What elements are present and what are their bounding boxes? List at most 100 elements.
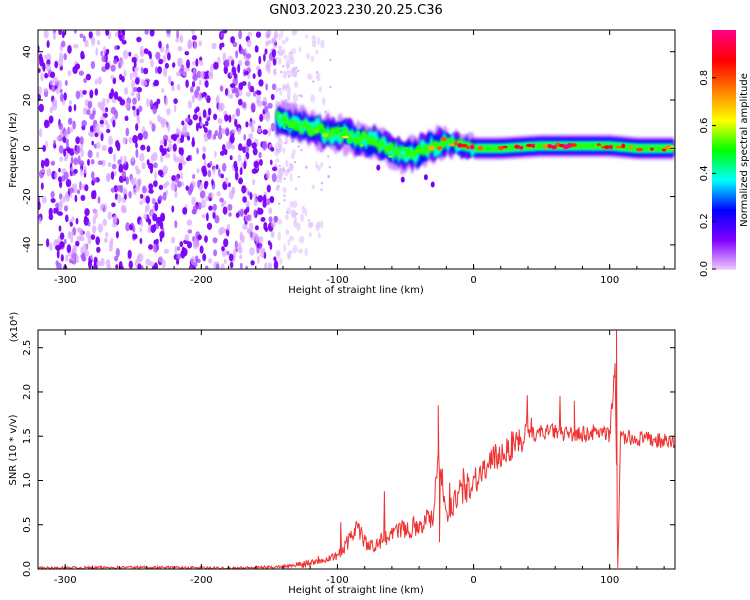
noise-blob — [268, 216, 273, 223]
noise-blob — [267, 262, 272, 269]
noise-blob — [173, 98, 178, 104]
noise-blob — [211, 42, 217, 50]
noise-blob — [132, 108, 137, 117]
noise-blob — [273, 68, 277, 76]
noise-blob — [256, 100, 263, 107]
colorbar-band — [712, 181, 736, 184]
noise-blob — [162, 165, 168, 175]
noise-blob — [277, 218, 283, 225]
noise-blob — [174, 220, 178, 229]
colorbar-band — [712, 139, 736, 143]
colorbar-band — [712, 51, 736, 55]
noise-blob — [196, 86, 201, 92]
noise-blob — [179, 154, 185, 163]
noise-blob — [141, 162, 146, 170]
noise-blob — [289, 200, 294, 208]
noise-blob — [230, 36, 236, 44]
ridge-peak — [449, 143, 455, 147]
noise-blob — [158, 184, 164, 191]
colorbar-band — [712, 233, 736, 236]
noise-blob — [68, 100, 72, 105]
noise-blob — [311, 184, 316, 189]
ridge-peak — [355, 131, 361, 136]
noise-blob — [189, 86, 194, 93]
colorbar-band — [712, 33, 736, 37]
noise-blob — [195, 106, 200, 112]
noise-dot — [300, 148, 303, 152]
noise-blob — [113, 153, 116, 163]
noise-blob — [175, 37, 179, 43]
ridge-peak — [416, 145, 422, 149]
noise-blob — [246, 39, 252, 48]
colorbar-band — [712, 253, 736, 256]
noise-blob — [192, 94, 196, 100]
noise-blob — [222, 144, 226, 152]
noise-blob — [206, 212, 209, 222]
ridge-peak — [282, 124, 286, 130]
noise-blob — [197, 234, 202, 241]
spectrogram-x-ticks: -300 -200 -100 0 100 — [37, 30, 665, 286]
noise-blob — [262, 194, 267, 203]
noise-blob — [285, 229, 290, 236]
noise-blob — [144, 30, 149, 35]
noise-blob — [176, 253, 181, 260]
noise-blob — [70, 250, 76, 255]
noise-blob — [124, 193, 127, 200]
noise-blob — [211, 179, 214, 186]
ridge-peak — [665, 145, 672, 150]
noise-blob — [43, 119, 50, 129]
noise-blob — [122, 30, 125, 38]
noise-blob — [171, 175, 176, 182]
noise-blob — [187, 155, 191, 161]
noise-blob — [46, 40, 50, 48]
noise-blob — [249, 247, 255, 256]
noise-blob — [259, 113, 264, 122]
colorbar-band — [712, 189, 736, 192]
noise-blob — [155, 51, 161, 60]
noise-blob — [73, 104, 77, 112]
noise-blob — [111, 163, 117, 170]
noise-blob — [202, 169, 208, 177]
noise-blob — [131, 80, 135, 90]
noise-blob — [171, 85, 176, 92]
noise-blob — [264, 105, 269, 114]
noise-blob — [300, 213, 304, 223]
colorbar-band — [712, 209, 736, 212]
noise-blob — [137, 263, 142, 269]
ridge-peak — [477, 146, 483, 151]
noise-blob — [181, 126, 188, 136]
noise-blob — [122, 35, 125, 41]
colorbar-band — [712, 149, 736, 153]
noise-blob — [61, 30, 65, 39]
colorbar-band — [712, 185, 736, 188]
noise-dot — [307, 219, 311, 222]
noise-blob — [204, 265, 209, 269]
noise-blob — [94, 132, 99, 138]
ridge-peak — [519, 145, 524, 150]
colorbar-band — [712, 37, 736, 41]
spectrogram-frame — [37, 29, 676, 270]
noise-blob — [149, 99, 153, 108]
noise-blob — [46, 168, 52, 177]
ridge-band — [276, 105, 674, 169]
noise-blob — [65, 254, 69, 262]
noise-blob — [191, 80, 196, 88]
ridge-peak — [307, 124, 311, 129]
noise-blob — [90, 61, 96, 69]
noise-blob — [92, 216, 96, 225]
noise-blob — [287, 239, 291, 246]
colorbar-band — [712, 133, 736, 137]
ridge-stray — [376, 164, 381, 171]
noise-blob — [140, 66, 144, 74]
noise-blob — [268, 207, 273, 215]
noise-blob — [110, 187, 116, 193]
ridge-peak — [413, 156, 417, 161]
noise-blob — [50, 191, 55, 198]
y-tick-label: 2.0 — [22, 384, 33, 400]
noise-blob — [251, 168, 258, 174]
noise-blob — [245, 91, 251, 97]
noise-dot — [282, 168, 286, 172]
noise-blob — [100, 132, 104, 142]
noise-dot — [298, 94, 301, 97]
noise-blob — [265, 63, 269, 72]
